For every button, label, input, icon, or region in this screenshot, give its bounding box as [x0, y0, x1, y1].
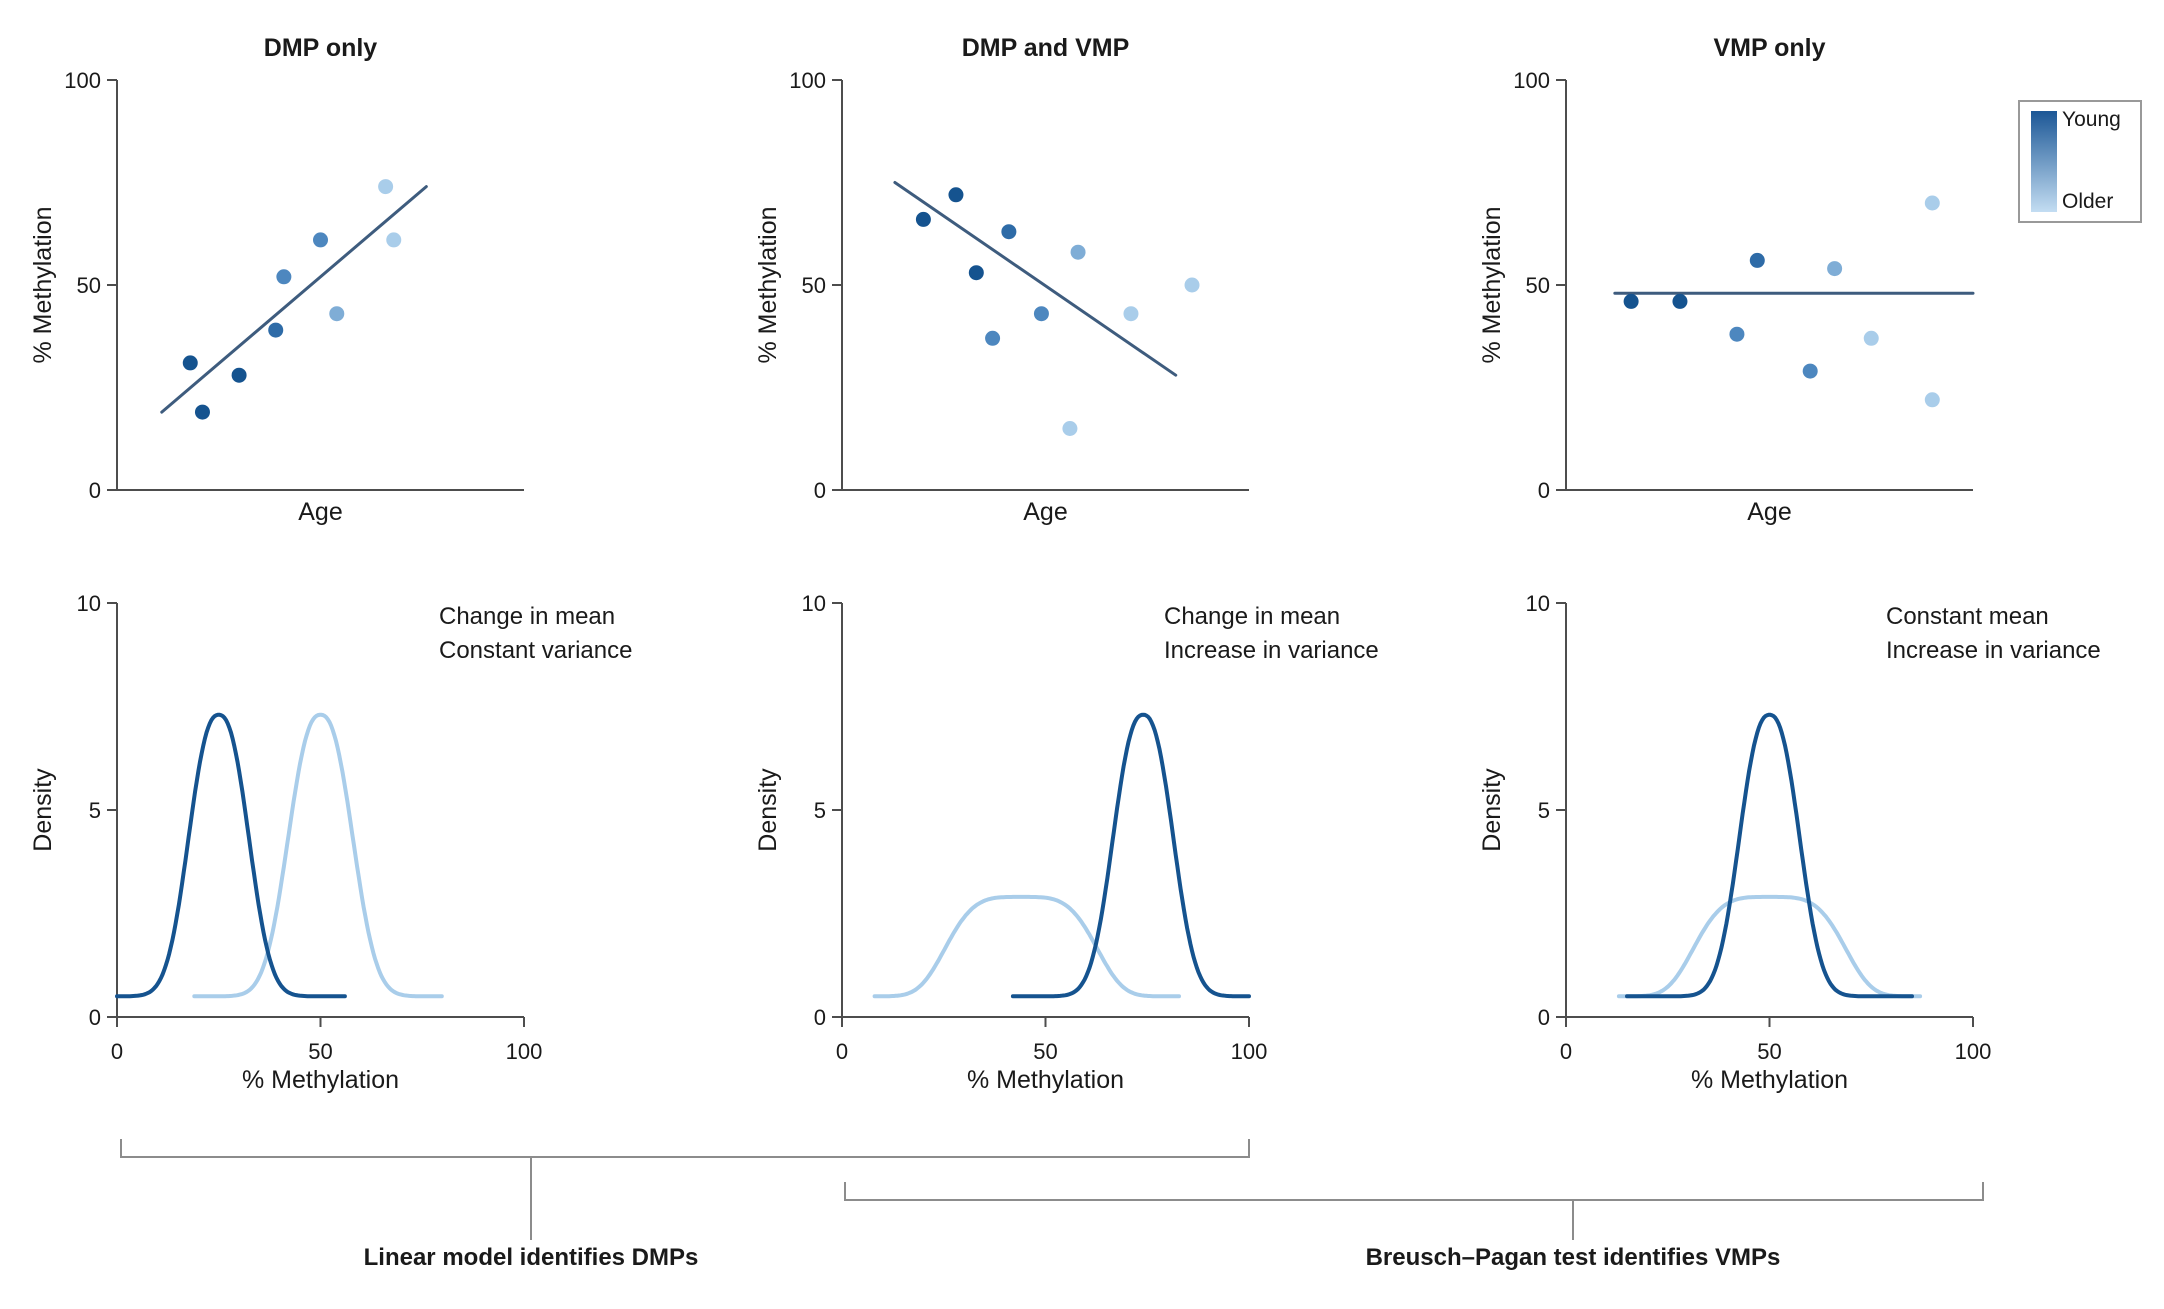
svg-text:0: 0 [1560, 1039, 1572, 1064]
svg-text:100: 100 [1231, 1039, 1268, 1064]
x-axis-label-methylation-1: % Methylation [241, 1066, 400, 1094]
svg-text:10: 10 [1526, 591, 1550, 616]
svg-text:50: 50 [802, 273, 826, 298]
annotation-change-mean-increase-variance: Change in mean Increase in variance [1164, 600, 1379, 668]
svg-text:0: 0 [836, 1039, 848, 1064]
panel-title-vmp-only: VMP only [1713, 34, 1826, 62]
svg-text:0: 0 [814, 1005, 826, 1030]
svg-text:0: 0 [1538, 478, 1550, 503]
y-axis-label-density-3: Density [1478, 768, 1506, 852]
bracket-label-breusch-pagan: Breusch–Pagan test identifies VMPs [1365, 1244, 1781, 1271]
svg-text:50: 50 [1033, 1039, 1057, 1064]
svg-text:100: 100 [1955, 1039, 1992, 1064]
x-axis-label-age-1: Age [298, 498, 343, 526]
svg-text:0: 0 [1538, 1005, 1550, 1030]
annotation-line: Constant variance [439, 637, 633, 664]
svg-text:50: 50 [1757, 1039, 1781, 1064]
y-axis-label-density-1: Density [29, 768, 57, 852]
svg-text:100: 100 [64, 68, 101, 93]
svg-text:100: 100 [1513, 68, 1550, 93]
svg-text:50: 50 [308, 1039, 332, 1064]
svg-text:0: 0 [814, 478, 826, 503]
annotation-line: Constant mean [1886, 603, 2049, 630]
annotation-constant-mean-increase-variance: Constant mean Increase in variance [1886, 600, 2101, 668]
bracket-label-linear-model: Linear model identifies DMPs [363, 1244, 699, 1271]
legend-label-young: Young [2062, 108, 2121, 131]
svg-text:50: 50 [1526, 273, 1550, 298]
y-axis-label-methylation-2: % Methylation [754, 206, 782, 364]
x-axis-label-methylation-2: % Methylation [966, 1066, 1125, 1094]
legend-label-older: Older [2062, 190, 2114, 213]
x-axis-label-age-3: Age [1747, 498, 1792, 526]
svg-text:0: 0 [89, 1005, 101, 1030]
annotation-change-mean-constant-variance: Change in mean Constant variance [439, 600, 632, 668]
y-axis-label-density-2: Density [754, 768, 782, 852]
panel-title-dmp-only: DMP only [263, 34, 378, 62]
y-axis-label-methylation-3: % Methylation [1478, 206, 1506, 364]
panel-title-dmp-and-vmp: DMP and VMP [961, 34, 1130, 62]
x-axis-label-methylation-3: % Methylation [1690, 1066, 1849, 1094]
annotation-line: Increase in variance [1886, 637, 2101, 664]
annotation-line: Change in mean [439, 603, 616, 630]
svg-text:0: 0 [111, 1039, 123, 1064]
y-axis-label-methylation-1: % Methylation [29, 206, 57, 364]
svg-text:50: 50 [77, 273, 101, 298]
x-axis-label-age-2: Age [1023, 498, 1068, 526]
svg-text:10: 10 [802, 591, 826, 616]
svg-text:5: 5 [1538, 798, 1550, 823]
annotation-line: Change in mean [1164, 603, 1341, 630]
svg-text:100: 100 [506, 1039, 543, 1064]
svg-text:5: 5 [89, 798, 101, 823]
annotation-line: Increase in variance [1164, 637, 1379, 664]
svg-text:100: 100 [789, 68, 826, 93]
svg-text:5: 5 [814, 798, 826, 823]
svg-text:0: 0 [89, 478, 101, 503]
svg-text:10: 10 [77, 591, 101, 616]
